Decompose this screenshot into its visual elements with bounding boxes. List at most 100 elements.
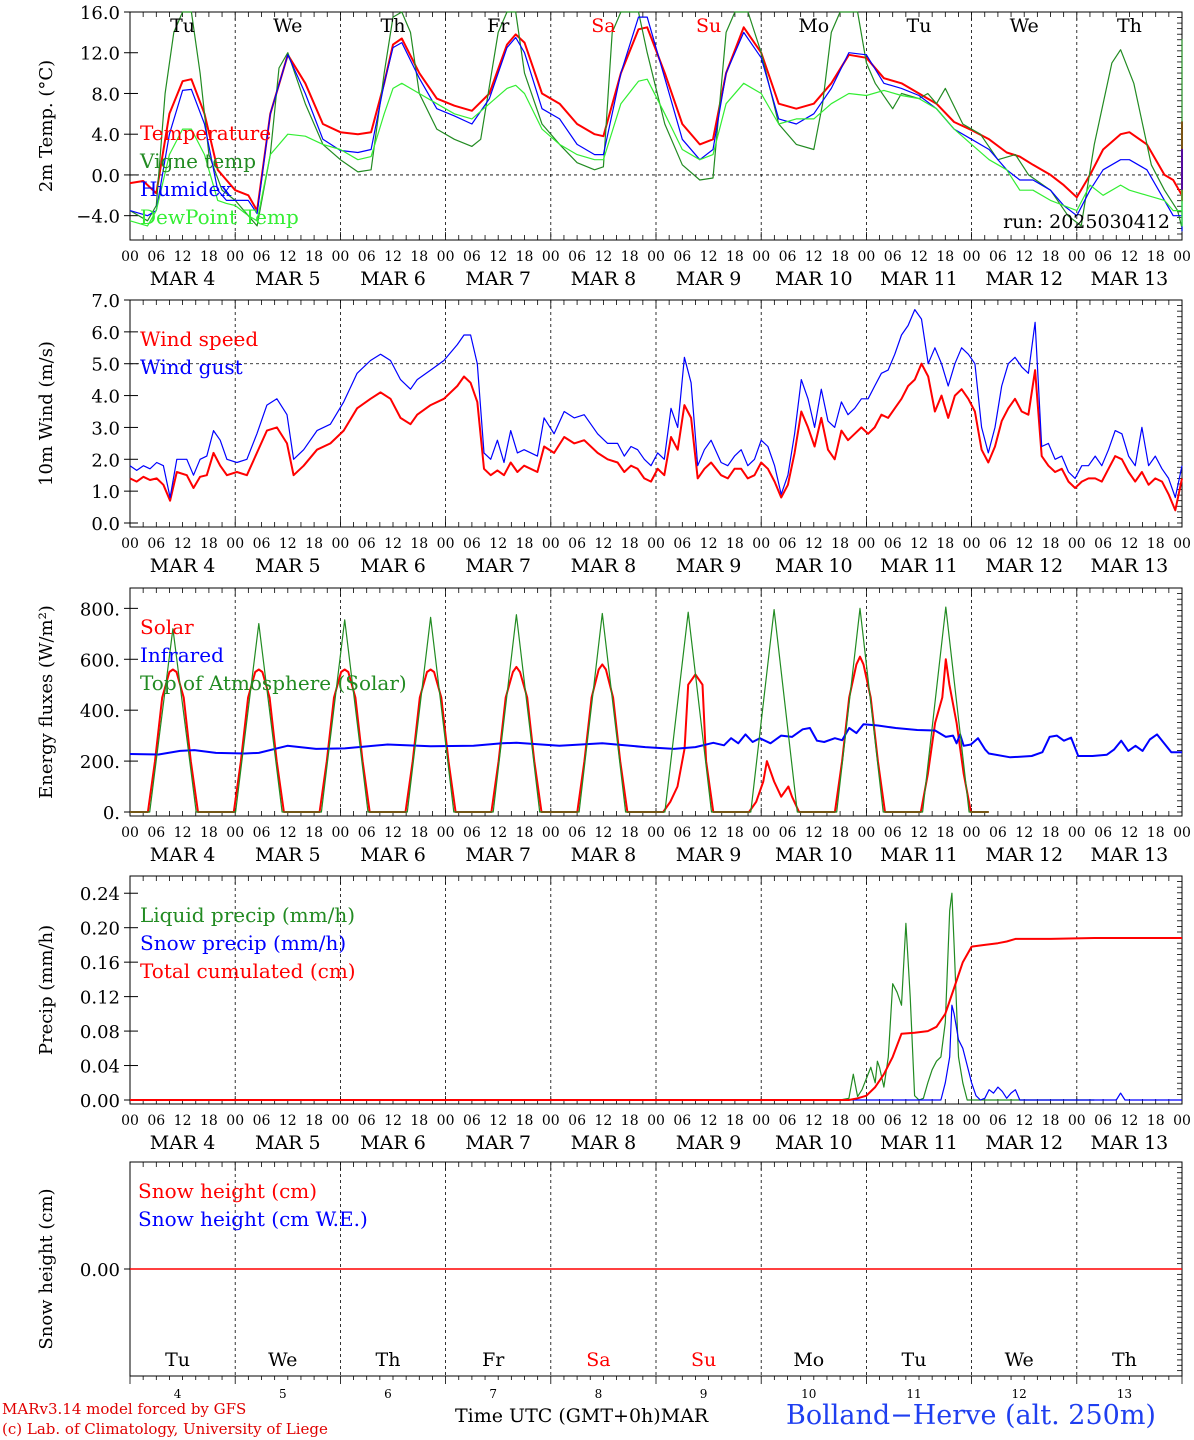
- y-tick-label: 0.08: [80, 1022, 120, 1043]
- hour-label: 12: [910, 249, 928, 265]
- hour-label: 18: [200, 536, 218, 552]
- hour-label: 12: [700, 825, 718, 841]
- hour-label: 06: [884, 536, 902, 552]
- hour-label: 12: [279, 825, 297, 841]
- credit-lab: (c) Lab. of Climatology, University of L…: [2, 1420, 328, 1438]
- hour-label: 18: [516, 536, 534, 552]
- y-tick-label: 4.0: [91, 125, 120, 146]
- legend-entry: Top of Atmosphere (Solar): [140, 671, 407, 695]
- y-tick-label: 0.: [103, 803, 120, 824]
- hour-label: 12: [700, 249, 718, 265]
- date-label: MAR 4: [150, 268, 216, 290]
- hour-label: 18: [831, 536, 849, 552]
- hour-label: 06: [673, 536, 691, 552]
- hour-label: 18: [936, 249, 954, 265]
- y-tick-label: 6.0: [91, 323, 120, 344]
- hour-label: 00: [647, 1113, 665, 1129]
- legend-entry: Solar: [140, 615, 194, 639]
- date-label: MAR 12: [985, 1132, 1063, 1154]
- y-tick-label: 400.: [80, 701, 120, 722]
- date-label: MAR 11: [880, 555, 958, 577]
- hour-label: 12: [1015, 1113, 1033, 1129]
- date-label: MAR 13: [1091, 844, 1169, 866]
- date-label: MAR 8: [571, 555, 637, 577]
- y-axis-label: Snow height (cm): [36, 1188, 57, 1349]
- hour-label: 06: [358, 825, 376, 841]
- legend-entry: DewPoint Temp: [140, 205, 299, 229]
- hour-label: 06: [463, 249, 481, 265]
- legend-entry: Wind speed: [140, 327, 258, 351]
- hour-label: 06: [568, 1113, 586, 1129]
- hour-label: 00: [963, 1113, 981, 1129]
- hour-label: 00: [437, 1113, 455, 1129]
- hour-label: 06: [989, 249, 1007, 265]
- day-of-week-top: We: [1010, 15, 1039, 37]
- hour-label: 12: [1015, 536, 1033, 552]
- date-label: MAR 4: [150, 844, 216, 866]
- hour-label: 00: [857, 825, 875, 841]
- day-of-week-bottom: Tu: [165, 1349, 190, 1371]
- panel-temperature: [124, 11, 1183, 241]
- hour-label: 00: [752, 249, 770, 265]
- hour-label: 00: [542, 1113, 560, 1129]
- run-label: run: 2025030412: [1003, 211, 1170, 233]
- y-tick-label: 5.0: [91, 355, 120, 376]
- day-number-bottom: 6: [384, 1387, 392, 1401]
- y-tick-label: 0.20: [80, 919, 120, 940]
- date-label: MAR 6: [360, 268, 426, 290]
- hour-label: 06: [673, 249, 691, 265]
- hour-label: 12: [384, 825, 402, 841]
- hour-label: 18: [200, 1113, 218, 1129]
- day-of-week-bottom: We: [268, 1349, 297, 1371]
- date-label: MAR 12: [985, 268, 1063, 290]
- day-of-week-bottom: Tu: [902, 1349, 927, 1371]
- day-of-week-bottom: Sa: [586, 1349, 610, 1371]
- y-axis-label: 2m Temp. (°C): [36, 60, 57, 192]
- date-label: MAR 6: [360, 844, 426, 866]
- panel-wind: [124, 299, 1183, 528]
- series-line-temperature: [129, 26, 1183, 212]
- day-of-week-bottom: We: [1005, 1349, 1034, 1371]
- hour-label: 12: [910, 536, 928, 552]
- day-of-week-top: Fr: [487, 15, 510, 37]
- date-label: MAR 7: [465, 1132, 531, 1154]
- hour-label: 12: [489, 1113, 507, 1129]
- hour-label: 00: [1068, 825, 1086, 841]
- hour-label: 00: [963, 536, 981, 552]
- hour-label: 00: [226, 249, 244, 265]
- hour-label: 06: [463, 1113, 481, 1129]
- date-label: MAR 12: [985, 555, 1063, 577]
- hour-label: 00: [1173, 536, 1191, 552]
- hour-label: 00: [1173, 1113, 1191, 1129]
- date-label: MAR 4: [150, 1132, 216, 1154]
- legend-entry: Snow precip (mm/h): [140, 931, 346, 955]
- hour-label: 12: [805, 1113, 823, 1129]
- hour-label: 12: [805, 249, 823, 265]
- hour-label: 12: [489, 536, 507, 552]
- date-label: MAR 13: [1091, 268, 1169, 290]
- x-axis-label: Time UTC (GMT+0h)MAR: [455, 1405, 708, 1427]
- hour-label: 06: [884, 249, 902, 265]
- hour-label: 06: [253, 249, 271, 265]
- y-tick-label: 0.00: [80, 1091, 120, 1112]
- hour-label: 18: [621, 825, 639, 841]
- hour-label: 12: [489, 249, 507, 265]
- date-label: MAR 8: [571, 844, 637, 866]
- hour-label: 00: [542, 249, 560, 265]
- series-line-humidex: [129, 16, 1183, 232]
- hour-label: 06: [1094, 1113, 1112, 1129]
- hour-label: 06: [673, 825, 691, 841]
- y-tick-label: −4.0: [76, 207, 120, 228]
- hour-label: 18: [621, 1113, 639, 1129]
- hour-label: 18: [1147, 249, 1165, 265]
- y-tick-label: 8.0: [91, 84, 120, 105]
- hour-label: 12: [489, 825, 507, 841]
- day-number-bottom: 11: [906, 1387, 921, 1401]
- hour-label: 12: [1120, 536, 1138, 552]
- hour-label: 18: [1042, 825, 1060, 841]
- hour-label: 18: [200, 249, 218, 265]
- hour-label: 06: [358, 249, 376, 265]
- hour-label: 18: [410, 536, 428, 552]
- hour-label: 06: [989, 536, 1007, 552]
